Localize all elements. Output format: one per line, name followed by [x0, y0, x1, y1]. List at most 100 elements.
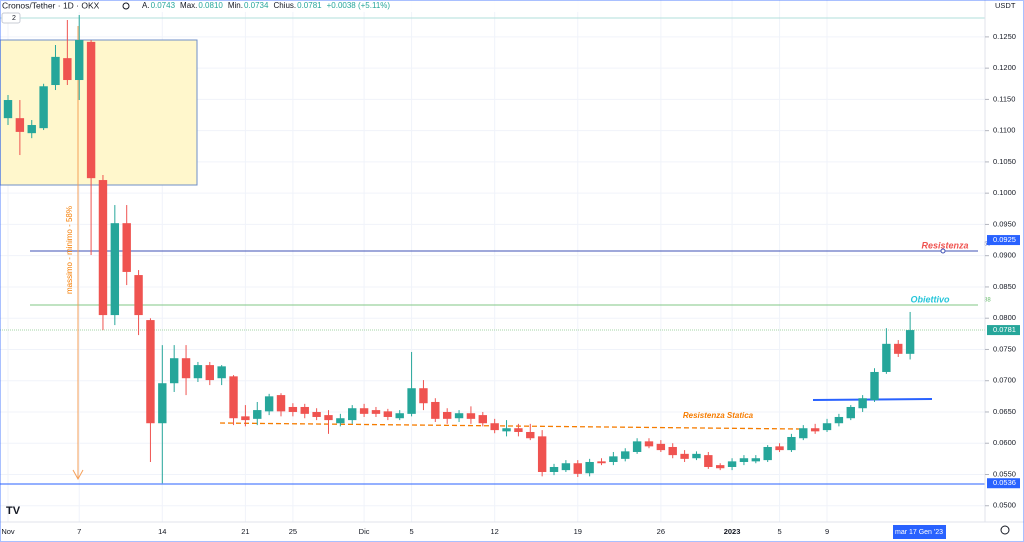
- legend-bg: [0, 0, 620, 12]
- legend-value: 0.0810: [198, 1, 223, 10]
- candle-body: [561, 463, 571, 471]
- legend-change: +0.0038 (+5.11%): [327, 1, 391, 10]
- grid: [0, 0, 985, 522]
- candle-body: [526, 431, 535, 439]
- candle-body: [63, 58, 72, 81]
- candle-body: [490, 423, 499, 431]
- currency-label[interactable]: USDT: [995, 1, 1016, 10]
- candle-body: [644, 441, 654, 447]
- candle-body: [905, 330, 915, 354]
- candle-body: [478, 415, 487, 424]
- candle-body: [514, 428, 523, 432]
- logo[interactable]: TV: [6, 505, 21, 517]
- indicator-toggle[interactable]: [1, 12, 21, 24]
- candle-body: [597, 461, 606, 464]
- candle-body: [775, 446, 784, 451]
- candle-body: [692, 453, 701, 459]
- candle-body: [181, 358, 191, 379]
- candle-body: [739, 458, 749, 462]
- candle-body: [407, 388, 416, 414]
- y-tick-label: 0.1250: [993, 32, 1016, 41]
- candle-body: [264, 396, 274, 412]
- legend-value: 0.0781: [297, 1, 322, 10]
- x-tick-label: 5: [409, 527, 413, 536]
- legend-key: Chius.: [273, 1, 296, 10]
- y-tick-label: 0.0800: [993, 313, 1016, 322]
- x-tick-label: 19: [574, 527, 582, 536]
- y-tick-label: 0.0700: [993, 376, 1016, 385]
- candle-body: [621, 451, 630, 459]
- candle-body: [217, 366, 226, 379]
- candle-body: [312, 411, 321, 417]
- candle-body: [431, 401, 440, 419]
- x-tick-label: Dic: [359, 527, 370, 536]
- candle-body: [656, 443, 666, 451]
- y-tick-label: 0.1050: [993, 157, 1016, 166]
- candle-body: [395, 413, 404, 419]
- candle-body: [348, 408, 357, 421]
- candle-body: [573, 463, 582, 474]
- candle-body: [158, 383, 167, 424]
- y-tick-label: 0.1200: [993, 63, 1016, 72]
- candle-body: [122, 223, 131, 272]
- fib-label: 38: [984, 298, 991, 304]
- candle-body: [822, 423, 832, 431]
- legend-key: Min.: [228, 1, 243, 10]
- ohlc-legend: A. 0.0743 Max. 0.0810 Min. 0.0734 Chius. 0.0781…: [122, 1, 391, 10]
- candle-body: [241, 416, 250, 421]
- resistance-label: Resistenza: [921, 240, 968, 250]
- legend-value: 0.0743: [151, 1, 176, 10]
- x-tick-label: 7: [77, 527, 81, 536]
- y-tick-label: 0.0750: [993, 344, 1016, 353]
- candle-body: [253, 410, 262, 419]
- candle-body: [110, 223, 120, 316]
- candle-body: [419, 388, 428, 404]
- candle-body: [336, 418, 345, 424]
- candle-body: [799, 428, 808, 439]
- x-tick-label: 5: [777, 527, 781, 536]
- candle-body: [537, 436, 547, 472]
- legend-key: Max.: [180, 1, 197, 10]
- indicator-count: 2: [12, 15, 16, 22]
- price-badge: [987, 235, 1020, 246]
- candle-body: [86, 41, 96, 179]
- static-resistance-label: Resistenza Statica: [683, 411, 754, 420]
- legend-key: A.: [142, 1, 150, 10]
- y-tick-label: 0.1150: [993, 94, 1015, 103]
- candle-body: [359, 408, 369, 414]
- y-tick-label: 0.0950: [993, 219, 1016, 228]
- settings-icon[interactable]: [1000, 525, 1010, 535]
- candle-body: [763, 446, 772, 461]
- candle-body: [846, 406, 855, 419]
- candle-body: [502, 428, 511, 432]
- symbol-title[interactable]: Cronos/Tether · 1D · OKX: [2, 0, 100, 10]
- candle-body: [810, 428, 820, 432]
- candle-body: [609, 456, 618, 462]
- y-axis: 0.0500 0.0550 0.0600 0.0650 0.0700 0.0750 0.08…: [985, 32, 1020, 510]
- candle-body: [51, 56, 60, 86]
- target-label: Obiettivo: [910, 294, 950, 304]
- static-resistance-line: [219, 422, 801, 430]
- y-tick-label: 0.0900: [993, 251, 1016, 260]
- candle-body: [704, 455, 713, 467]
- candle-body: [324, 415, 333, 421]
- y-tick-label: 0.0600: [993, 438, 1016, 447]
- price-badge: [987, 478, 1020, 489]
- candles: [3, 15, 915, 484]
- candle-body: [300, 406, 309, 414]
- candle-body: [27, 125, 36, 134]
- candle-body: [632, 441, 642, 452]
- y-tick-label: 0.1000: [993, 188, 1016, 197]
- x-tick-label: 2023: [724, 527, 741, 536]
- x-tick-label: Nov: [1, 527, 15, 536]
- crosshair-label: mar 17 Gen '23: [895, 529, 943, 536]
- price-badge-label: 0.0536: [993, 478, 1016, 487]
- candle-body: [727, 461, 737, 467]
- y-tick-label: 0.0500: [993, 501, 1016, 510]
- candle-body: [668, 446, 677, 456]
- crosshair-badge: [893, 525, 946, 539]
- candle-body: [882, 343, 891, 372]
- resistance-handle: [940, 248, 946, 254]
- visibility-icon[interactable]: [122, 2, 130, 10]
